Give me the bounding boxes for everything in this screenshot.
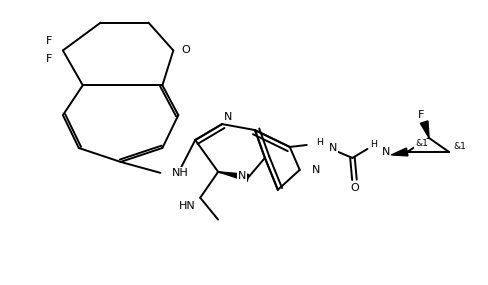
Text: N: N [238,171,246,181]
Polygon shape [391,148,408,156]
Polygon shape [420,121,429,138]
Text: N: N [312,165,320,175]
Text: N: N [328,143,337,153]
Text: O: O [181,45,190,56]
Text: H: H [370,141,377,150]
Text: O: O [350,183,359,193]
Text: &1: &1 [453,142,466,152]
Text: N: N [224,112,232,122]
Text: F: F [418,110,425,120]
Text: N: N [382,147,391,157]
Text: &1: &1 [415,139,428,148]
Text: H: H [316,137,323,146]
Text: HN: HN [179,201,195,211]
Text: F: F [46,36,52,46]
Text: NH: NH [172,168,189,178]
Polygon shape [218,172,249,181]
Text: F: F [46,54,52,64]
